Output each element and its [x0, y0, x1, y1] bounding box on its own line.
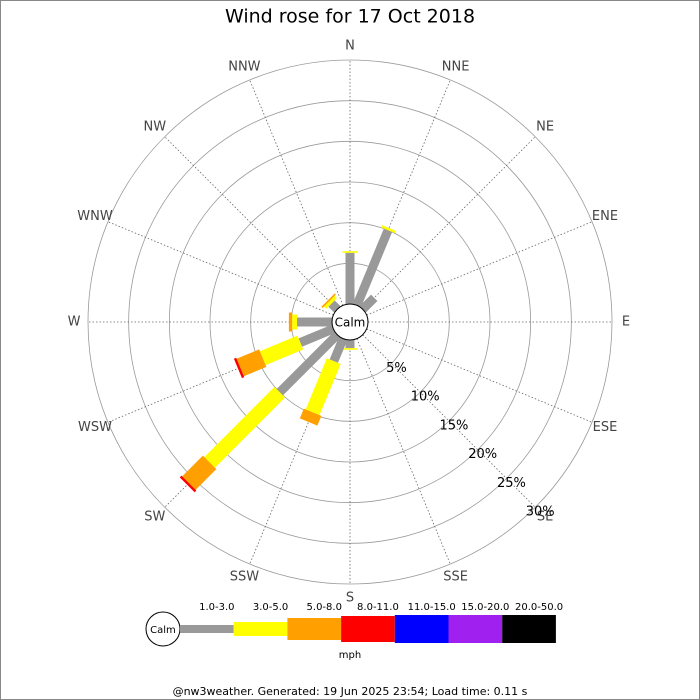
calm-label: Calm [335, 316, 366, 330]
r-tick-label: 10% [411, 390, 440, 405]
spoke [362, 334, 536, 508]
spoke [356, 79, 451, 306]
legend-swatch [180, 625, 234, 633]
spoke [366, 328, 593, 423]
direction-label: E [622, 315, 630, 330]
bar-segment [259, 335, 304, 366]
r-tick-label: 30% [526, 505, 555, 520]
bar-segment [328, 300, 341, 313]
legend-swatch [287, 618, 342, 640]
legend-label: 20.0-50.0 [515, 602, 563, 613]
direction-label: NNE [442, 60, 470, 75]
direction-label: S [346, 591, 354, 606]
legend-swatch [341, 616, 395, 642]
direction-label: WSW [78, 420, 112, 435]
legend-calm-label: Calm [150, 625, 176, 636]
bar-segment [299, 408, 322, 426]
direction-label: NW [144, 119, 167, 134]
spoke [362, 136, 536, 310]
bar-segment [381, 225, 396, 234]
direction-label: NNW [228, 60, 260, 75]
spoke [249, 338, 344, 565]
legend-label: 1.0-3.0 [199, 602, 234, 613]
spoke [107, 221, 334, 316]
bar-segment [321, 293, 336, 308]
direction-label: WNW [77, 209, 113, 224]
legend-label: 8.0-11.0 [357, 602, 399, 613]
r-tick-label: 20% [468, 447, 497, 462]
legend-label: 3.0-5.0 [253, 602, 288, 613]
chart-title: Wind rose for 17 Oct 2018 [225, 6, 475, 28]
direction-label: SE [537, 510, 553, 525]
direction-label: SSE [443, 569, 468, 584]
spoke [366, 221, 593, 316]
legend-swatch [394, 615, 449, 643]
direction-label: NE [536, 119, 554, 134]
legend-label: 11.0-15.0 [408, 602, 456, 613]
bar-segment [305, 358, 341, 416]
r-tick-label: 25% [497, 476, 526, 491]
legend-swatch [233, 622, 288, 636]
spoke [107, 328, 334, 423]
r-tick-label: 15% [439, 418, 468, 433]
bar-segment [276, 331, 341, 396]
bar-segment [236, 349, 267, 377]
direction-label: SSW [230, 569, 260, 584]
spoke [164, 136, 338, 310]
direction-label: SW [144, 510, 165, 525]
spoke [249, 79, 344, 306]
bar-segment [323, 295, 337, 309]
bar-segment [233, 357, 245, 379]
calm-circle [331, 303, 369, 341]
legend-label: 5.0-8.0 [307, 602, 342, 613]
bar-segment [329, 336, 348, 363]
spoke [356, 338, 451, 565]
legend-swatch [448, 615, 503, 643]
legend-swatch [502, 615, 556, 643]
bar-segment [359, 294, 378, 313]
footer: @nw3weather. Generated: 19 Jun 2025 23:5… [173, 685, 528, 698]
bar-segment [352, 228, 393, 308]
bar-segment [179, 475, 197, 493]
bar-segment [204, 386, 286, 468]
direction-label: N [345, 39, 355, 54]
ring [168, 140, 532, 504]
direction-label: ESE [593, 420, 618, 435]
direction-label: ENE [592, 209, 618, 224]
bar-segment [298, 324, 336, 347]
ring [87, 59, 613, 585]
legend-label: 15.0-20.0 [461, 602, 509, 613]
ring [209, 181, 491, 463]
direction-label: W [68, 315, 81, 330]
unit-label: mph [339, 650, 361, 661]
r-tick-label: 5% [386, 361, 407, 376]
bar-segment [182, 455, 217, 490]
